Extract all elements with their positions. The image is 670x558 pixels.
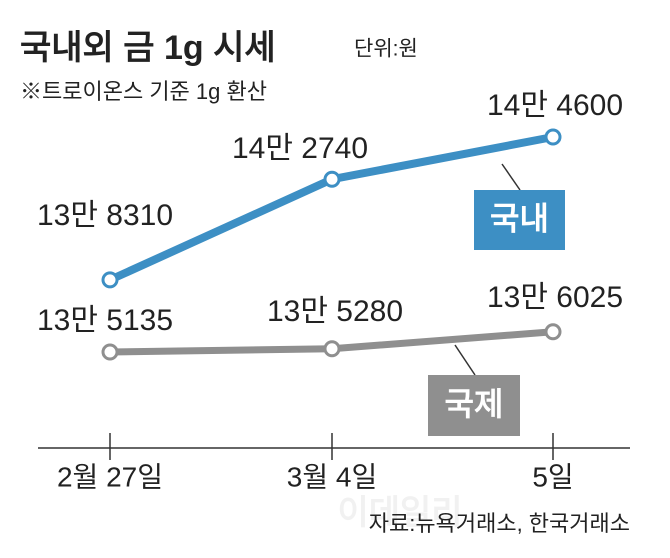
data-point <box>323 340 341 358</box>
x-tick-label: 2월 27일 <box>57 461 163 492</box>
data-point <box>544 128 562 146</box>
legend-box <box>474 190 565 250</box>
data-point <box>544 323 562 341</box>
data-point <box>323 170 341 188</box>
value-label: 13만 6025 <box>487 281 623 314</box>
value-label: 14만 4600 <box>487 89 623 122</box>
watermark: 이데일리 <box>337 494 462 532</box>
unit-label: 단위:원 <box>354 38 418 61</box>
chart-title: 국내외 금 1g 시세 <box>20 29 276 67</box>
legend-label: 국제 <box>445 386 504 422</box>
value-label: 13만 8310 <box>37 199 173 232</box>
x-tick-label: 3월 4일 <box>287 461 377 492</box>
legend-connector <box>501 163 521 191</box>
value-label: 14만 2740 <box>232 132 368 165</box>
legend-box <box>428 375 520 436</box>
source: 자료:뉴욕거래소, 한국거래소 <box>369 511 630 536</box>
value-label: 13만 5135 <box>37 304 173 337</box>
value-label: 13만 5280 <box>267 295 403 328</box>
legend-connector <box>454 344 476 376</box>
data-point <box>101 271 119 289</box>
data-point <box>101 343 119 361</box>
chart-subtitle: ※트로이온스 기준 1g 환산 <box>20 79 267 104</box>
legend-label: 국내 <box>490 200 549 236</box>
x-tick-label: 5일 <box>532 461 573 492</box>
